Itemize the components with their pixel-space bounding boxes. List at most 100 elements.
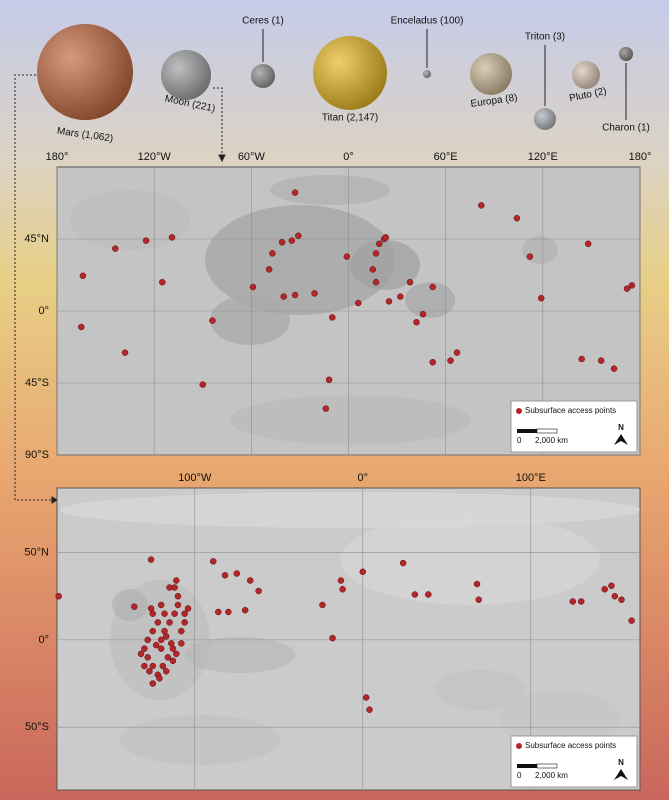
access-point bbox=[376, 240, 383, 248]
scale-bar bbox=[536, 763, 558, 769]
access-point bbox=[537, 294, 545, 302]
access-point bbox=[291, 291, 299, 299]
scale-bar bbox=[517, 429, 537, 433]
access-point bbox=[319, 601, 326, 609]
access-point bbox=[131, 603, 138, 610]
x-tick-label: 60°W bbox=[238, 151, 266, 163]
access-point bbox=[278, 238, 286, 246]
access-point bbox=[425, 591, 432, 598]
mars-map: 100°W 0° 100°E 50°N 0° 50°S Subsurface access … bbox=[24, 472, 641, 791]
moon-connector bbox=[213, 87, 223, 158]
y-tick-label: 90°S bbox=[25, 449, 49, 461]
terrain bbox=[185, 637, 295, 673]
mars-connector bbox=[14, 74, 52, 501]
access-point bbox=[141, 662, 148, 670]
access-point bbox=[337, 577, 345, 584]
access-point bbox=[178, 627, 185, 635]
access-point bbox=[447, 357, 454, 364]
access-point bbox=[168, 234, 176, 241]
access-point bbox=[149, 680, 157, 687]
y-tick-label: 45°N bbox=[24, 233, 49, 245]
y-tick-label: 45°S bbox=[25, 377, 49, 389]
access-point bbox=[577, 598, 585, 605]
legend-marker bbox=[516, 743, 522, 749]
access-point bbox=[154, 619, 162, 626]
body-shade bbox=[313, 36, 387, 110]
access-point bbox=[354, 299, 362, 307]
body-shade bbox=[470, 53, 512, 95]
access-point bbox=[295, 232, 302, 240]
body-label: Triton (3) bbox=[525, 32, 565, 43]
body-shade bbox=[534, 108, 556, 130]
access-point bbox=[362, 694, 370, 701]
north-label: N bbox=[618, 758, 624, 767]
access-point bbox=[78, 323, 85, 331]
x-tick-label: 180° bbox=[46, 151, 69, 163]
north-arrow bbox=[614, 434, 628, 445]
access-point bbox=[162, 633, 170, 640]
y-tick-label: 50°N bbox=[24, 546, 49, 558]
x-tick-label: 180° bbox=[629, 151, 652, 163]
access-point bbox=[181, 610, 188, 617]
x-tick-label: 120°E bbox=[528, 151, 558, 163]
access-point bbox=[137, 650, 145, 658]
access-point bbox=[611, 592, 619, 600]
x-tick-label: 120°W bbox=[138, 151, 172, 163]
access-point bbox=[149, 627, 157, 635]
north-label: N bbox=[618, 423, 624, 432]
scale-label: 2,000 km bbox=[535, 771, 568, 780]
access-point bbox=[419, 310, 427, 318]
access-point bbox=[475, 596, 482, 603]
access-point bbox=[181, 619, 188, 626]
access-point bbox=[359, 568, 367, 576]
terrain bbox=[230, 395, 470, 445]
access-point bbox=[246, 577, 254, 584]
access-point bbox=[167, 640, 175, 647]
terrain bbox=[350, 240, 420, 290]
y-tick-label: 0° bbox=[38, 634, 49, 646]
access-point bbox=[156, 675, 163, 682]
access-point bbox=[221, 572, 229, 579]
x-tick-label: 60°E bbox=[434, 151, 458, 163]
access-point bbox=[397, 293, 404, 300]
access-point bbox=[429, 283, 436, 291]
access-point bbox=[623, 285, 631, 292]
access-point bbox=[147, 556, 155, 563]
access-point bbox=[157, 645, 165, 652]
body-shade bbox=[572, 61, 600, 89]
access-point bbox=[372, 278, 380, 286]
access-point bbox=[184, 605, 192, 612]
terrain bbox=[120, 715, 280, 765]
access-point bbox=[157, 636, 165, 644]
access-point bbox=[288, 237, 296, 244]
x-tick-label: 0° bbox=[343, 151, 354, 163]
access-point bbox=[453, 349, 461, 356]
y-tick-label: 50°S bbox=[25, 721, 49, 733]
access-point bbox=[173, 577, 180, 584]
access-point bbox=[233, 570, 241, 577]
access-point bbox=[413, 318, 420, 326]
access-point bbox=[608, 582, 615, 590]
access-point bbox=[411, 591, 419, 598]
scale-zero: 0 bbox=[517, 771, 522, 780]
body-label: Ceres (1) bbox=[242, 16, 284, 27]
arrow-head bbox=[51, 496, 58, 504]
access-point bbox=[79, 272, 87, 280]
body-label: Titan (2,147) bbox=[322, 113, 378, 124]
access-point bbox=[162, 668, 170, 675]
x-tick-label: 0° bbox=[358, 472, 369, 484]
access-point bbox=[610, 365, 618, 372]
access-point bbox=[141, 645, 148, 652]
access-point bbox=[343, 253, 351, 260]
body-shade bbox=[619, 47, 633, 61]
access-point bbox=[429, 358, 436, 366]
access-point bbox=[601, 585, 608, 593]
legend-marker bbox=[516, 408, 522, 414]
terrain bbox=[210, 295, 290, 345]
access-point bbox=[628, 282, 636, 289]
access-point bbox=[339, 585, 346, 593]
body-shade bbox=[161, 50, 211, 100]
access-point bbox=[55, 592, 62, 600]
